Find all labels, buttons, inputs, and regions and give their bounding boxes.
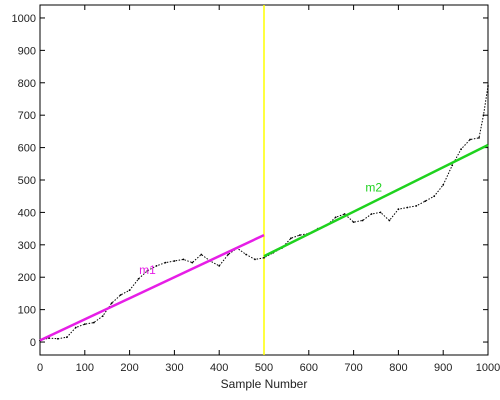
y-tick-label: 1000 [12,13,36,25]
data-point [128,289,131,292]
y-tick-label: 500 [18,175,36,187]
x-tick-label: 0 [37,362,43,374]
x-tick-label: 600 [300,362,318,374]
x-tick-label: 300 [165,362,183,374]
data-point [424,200,427,203]
y-tick-label: 300 [18,240,36,252]
x-tick-label: 200 [120,362,138,374]
annotation-layer: m1 m2 [139,180,382,277]
data-point [482,114,485,117]
data-point [245,253,248,256]
x-tick-label: 900 [434,362,452,374]
data-point [200,253,203,256]
data-point [137,277,140,280]
data-point [155,265,158,267]
data-point [298,234,301,237]
data-point [451,164,454,167]
data-point [57,337,59,340]
series-layer [39,85,489,342]
data-point [83,323,86,326]
fit-line-m2 [263,143,489,258]
x-tick-label: 800 [389,362,407,374]
data-point [218,265,221,267]
fit-line-m1 [39,233,265,342]
x-tick-label: 1000 [476,362,500,374]
data-point [254,258,256,261]
y-tick-label: 100 [18,305,36,317]
data-point [92,321,95,324]
data-point [379,211,382,214]
data-point [478,137,480,139]
annotation-label: m1 [139,263,156,277]
data-point [352,221,355,224]
y-tick-label: 400 [18,207,36,219]
data-point [343,213,346,215]
data-point [191,261,194,264]
data-point [290,237,292,240]
data-point [101,315,104,317]
data-point [469,138,471,141]
annotation-label: m2 [365,180,382,194]
data-point [227,253,230,256]
y-tick-label: 900 [18,45,36,57]
data-point [415,205,418,207]
x-tick-label: 100 [76,362,94,374]
data-point [119,294,122,296]
data-point [263,256,265,259]
y-tick-label: 200 [18,272,36,284]
data-point [334,216,337,219]
y-tick-label: 0 [30,337,36,349]
data-point [173,260,176,262]
y-tick-label: 600 [18,143,36,155]
data-point [182,258,185,261]
data-point [110,302,113,304]
y-tick-label: 800 [18,78,36,90]
data-point [460,148,462,151]
data-point [370,213,373,215]
x-tick-label: 500 [255,362,273,374]
y-tick-label: 700 [18,110,36,122]
data-point [164,261,167,264]
data-point [487,85,489,87]
data-point [388,219,391,222]
x-tick-label: 700 [344,362,362,374]
data-point [406,206,409,209]
x-tick-label: 400 [210,362,228,374]
data-point [66,336,68,339]
data-point [361,219,364,222]
data-point [442,184,445,186]
data-point [146,269,149,272]
data-point [74,326,77,329]
y-axis: 0 100 200 300 400 500 600 700 800 900 1000 [12,13,488,349]
x-axis-label: Sample Number [221,377,308,391]
data-point [397,208,400,211]
data-point [433,195,436,198]
